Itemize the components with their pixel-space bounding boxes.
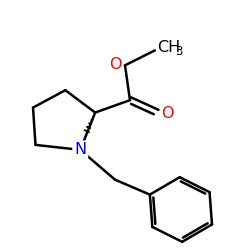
- Text: CH: CH: [157, 40, 180, 56]
- Text: O: O: [109, 56, 121, 72]
- Text: 3: 3: [175, 45, 182, 58]
- Text: N: N: [74, 142, 86, 157]
- Text: O: O: [161, 106, 173, 121]
